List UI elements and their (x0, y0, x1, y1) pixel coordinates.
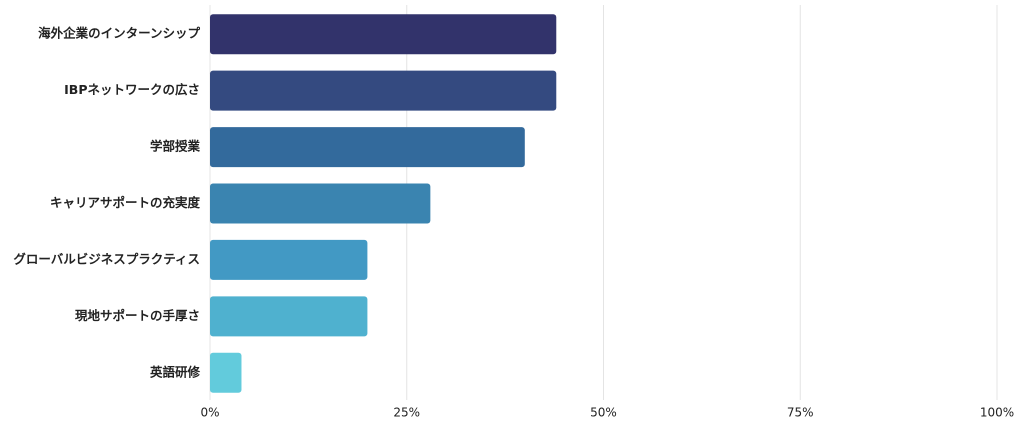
y-tick-label: 英語研修 (150, 364, 201, 379)
x-tick-label: 100% (980, 406, 1014, 420)
y-tick-label: 現地サポートの手厚さ (75, 308, 200, 323)
bar (210, 70, 557, 111)
y-tick-label: 海外企業のインターンシップ (38, 26, 200, 41)
x-tick-label: 75% (787, 406, 814, 420)
x-tick-label: 0% (200, 406, 219, 420)
x-tick-label: 25% (393, 406, 420, 420)
bar (210, 183, 431, 224)
bar (210, 239, 368, 280)
x-tick-label: 50% (590, 406, 617, 420)
bar (210, 127, 525, 168)
bar (210, 14, 557, 55)
y-tick-label: グローバルビジネスプラクティス (13, 251, 200, 266)
y-tick-label: 学部授業 (150, 139, 201, 154)
bar (210, 296, 368, 337)
y-tick-label: キャリアサポートの充実度 (50, 195, 201, 210)
bar (210, 352, 242, 393)
y-tick-label: IBPネットワークの広さ (64, 82, 200, 97)
